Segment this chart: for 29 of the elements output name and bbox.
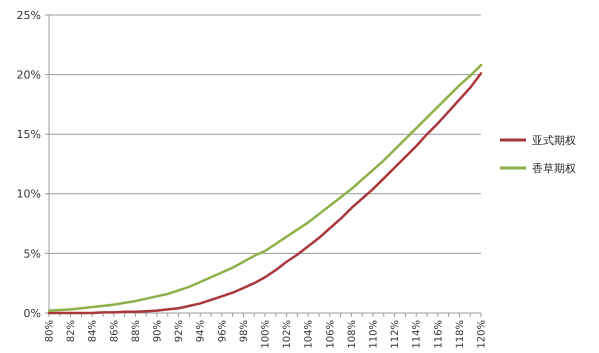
y-tick-label: 10% (16, 188, 41, 201)
x-tick-label: 104% (304, 320, 315, 349)
x-tick-label: 116% (433, 320, 444, 349)
x-tick-label: 112% (390, 320, 402, 349)
x-tick-label: 88% (130, 320, 142, 342)
x-tick-label: 100% (260, 320, 272, 349)
y-tick-label: 20% (16, 68, 41, 82)
x-tick-label: 102% (282, 320, 294, 349)
x-tick-label: 118% (454, 320, 466, 349)
x-tick-label: 96% (217, 320, 228, 342)
legend-label: 亚式期权 (532, 134, 576, 147)
x-tick-label: 80% (44, 320, 56, 342)
y-tick-label: 5% (24, 247, 41, 260)
legend-label: 香草期权 (532, 162, 576, 175)
x-tick-label: 98% (238, 320, 250, 342)
y-tick-label: 0% (24, 306, 41, 320)
x-tick-label: 82% (66, 320, 78, 342)
x-tick-label: 86% (109, 320, 120, 342)
x-tick-label: 108% (346, 320, 358, 349)
x-tick-label: 90% (152, 320, 164, 342)
y-tick-label: 25% (16, 8, 41, 22)
x-tick-label: 94% (196, 320, 207, 342)
x-tick-label: 120% (476, 320, 488, 349)
x-tick-label: 114% (412, 320, 423, 349)
x-tick-label: 106% (325, 320, 336, 349)
x-tick-label: 92% (174, 320, 186, 342)
x-tick-label: 84% (88, 320, 99, 342)
x-tick-label: 110% (368, 320, 380, 349)
y-tick-label: 15% (16, 128, 41, 142)
